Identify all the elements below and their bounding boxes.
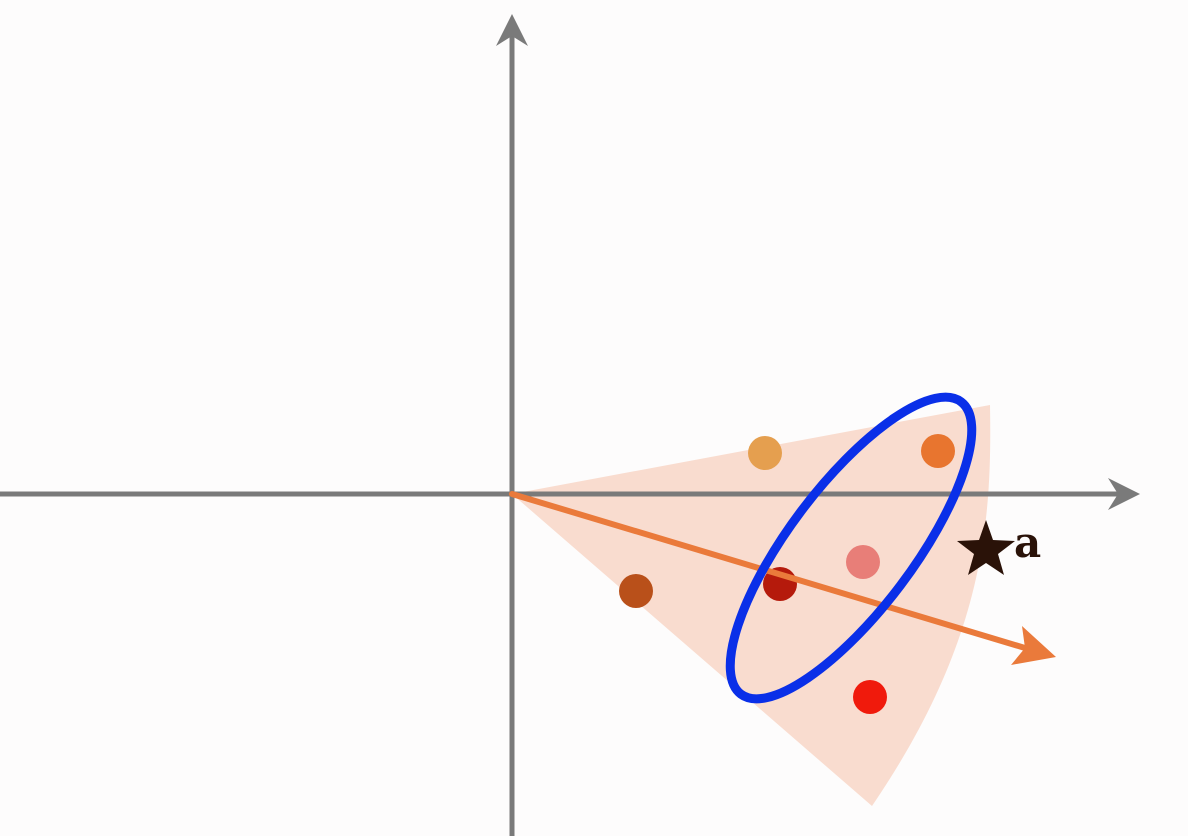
x-axis-arrowhead [1108, 478, 1140, 510]
blue-ellipse [725, 392, 977, 704]
star-icon [957, 520, 1015, 575]
star-label: a [1014, 518, 1042, 567]
cone-region [512, 405, 991, 806]
point-orange [921, 434, 955, 468]
direction-arrow-head [1011, 626, 1056, 665]
point-pink [846, 545, 880, 579]
point-light-orange [748, 436, 782, 470]
point-brown [619, 574, 653, 608]
point-red [853, 680, 887, 714]
y-axis-arrowhead [496, 14, 528, 46]
direction-arrow-shaft [509, 491, 1028, 651]
